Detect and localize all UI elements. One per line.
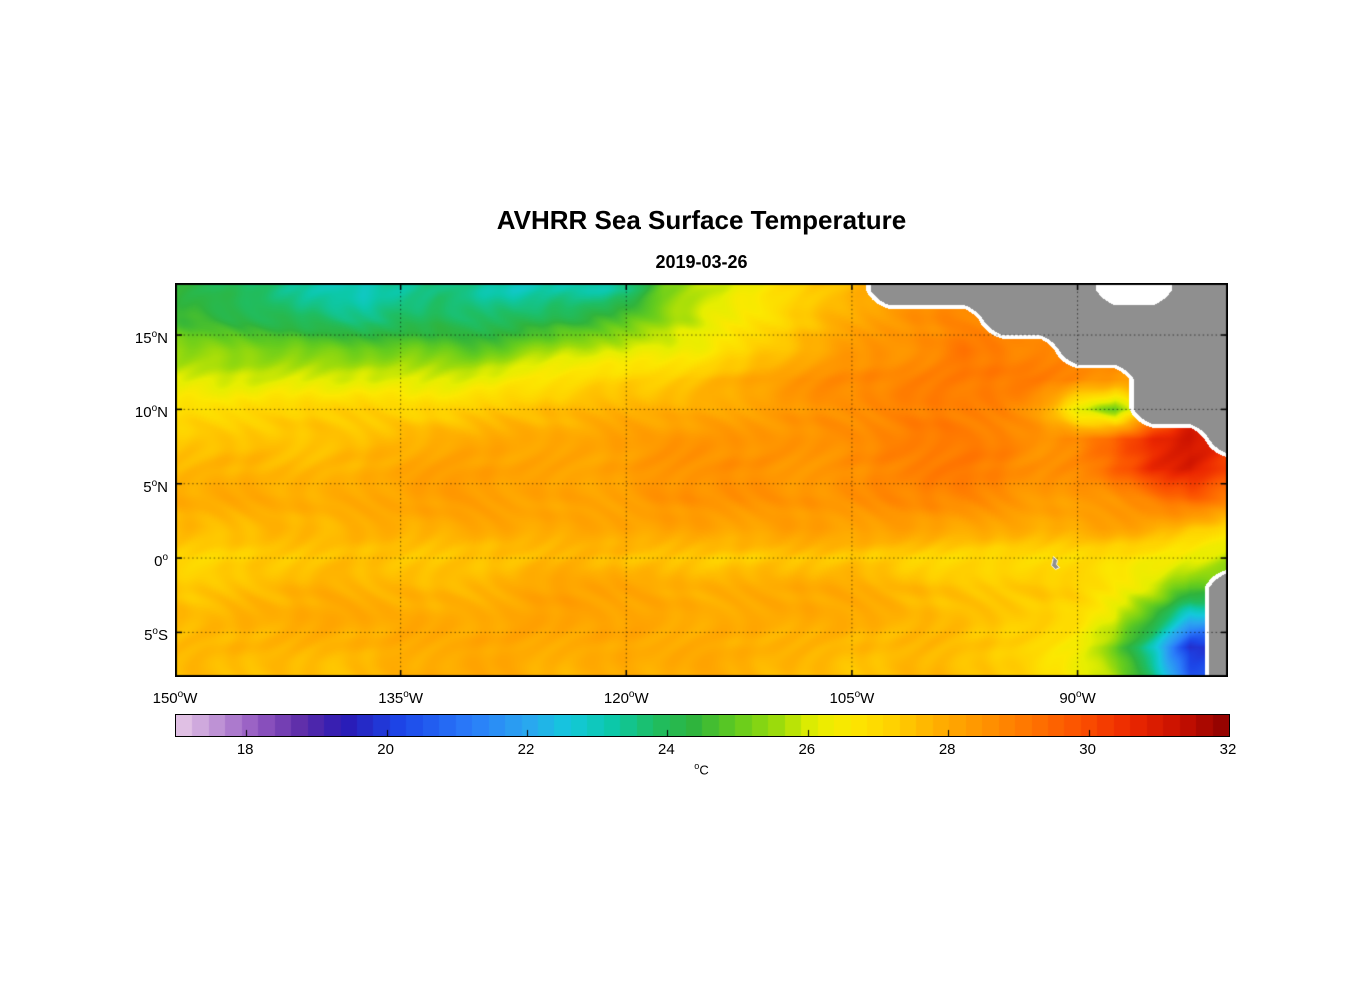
colorbar-tick-label: 30 [1079,741,1096,758]
sst-heatmap-canvas [175,283,1228,677]
colorbar-tick-label: 26 [798,741,816,758]
y-axis-tick-label: 10oN [134,403,168,422]
y-axis-tick-label: 0o [154,552,168,571]
colorbar-tick-label: 24 [658,741,675,758]
colorbar-tick-label: 32 [1219,741,1237,758]
x-axis-tick-label: 135oW [378,689,424,707]
x-axis-tick-label: 90oW [1059,689,1096,707]
chart-title: AVHRR Sea Surface Temperature [496,205,907,235]
y-axis-tick-label: 5oS [144,626,168,645]
colorbar-unit-label: oC [694,761,709,778]
colorbar-canvas [175,714,1230,737]
y-axis-tick-label: 15oN [134,329,168,348]
x-axis-tick-label: 105oW [829,689,875,707]
colorbar-tick-label: 22 [517,741,535,758]
chart-date: 2019-03-26 [655,252,748,272]
x-axis-tick-label: 120oW [603,689,649,707]
colorbar-tick-label: 18 [236,741,254,758]
y-axis-tick-label: 5oN [143,477,168,496]
colorbar-tick-label: 28 [938,741,956,758]
colorbar-tick-label: 20 [377,741,394,758]
x-axis-tick-label: 150oW [152,689,198,707]
